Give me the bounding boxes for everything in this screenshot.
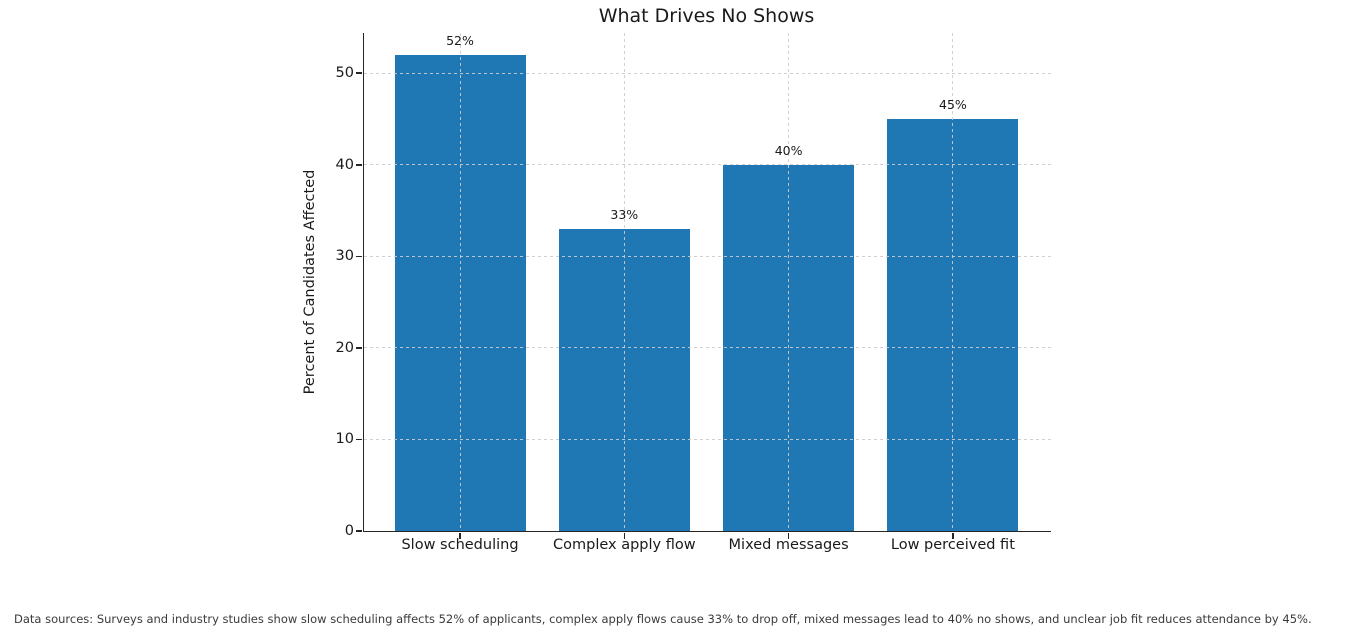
y-tick-label: 20 [335,339,354,356]
y-tick-label: 10 [335,431,354,448]
x-axis-tick [787,532,790,539]
y-tick-label: 40 [335,156,354,173]
bar-value-label: 45% [938,97,967,113]
x-axis-tick [459,532,461,539]
gridline-y [364,164,1051,166]
y-axis-tick [356,255,363,258]
y-axis-tick [356,72,363,75]
gridline-y [364,255,1051,257]
bar-value-label: 52% [446,32,474,48]
y-tick-label: 0 [344,523,354,539]
bar-value-label: 33% [610,206,639,222]
y-axis-tick [356,164,363,166]
gridline-x [459,33,461,531]
bar-value-label: 40% [774,142,803,158]
y-axis-tick [356,438,363,441]
y-axis-tick [356,347,363,349]
gridline-y [364,72,1051,74]
x-tick-label: Mixed messages [728,537,849,553]
plot-area: 0 10 20 30 40 50 52% Slow scheduling 33% Complex … [336,32,1051,553]
chart-title: What Drives No Shows [598,5,815,27]
x-tick-label: Low perceived fit [890,537,1015,553]
y-tick-label: 30 [335,248,354,265]
y-axis-tick [356,530,363,532]
gridline-y [364,438,1051,440]
y-axis-label-text: Percent of Candidates Affected [302,169,318,395]
gridline-x [952,33,954,531]
gridline-x [623,33,625,531]
x-tick-label: Slow scheduling [401,537,519,553]
gridline-x [788,33,790,531]
x-tick-label: Complex apply flow [553,537,696,553]
x-axis-tick [952,532,954,539]
gridline-y [364,347,1051,349]
y-tick-label: 50 [335,65,354,82]
x-axis-tick [623,532,626,539]
data-sources-note: Data sources: Surveys and industry studi… [14,612,1312,626]
